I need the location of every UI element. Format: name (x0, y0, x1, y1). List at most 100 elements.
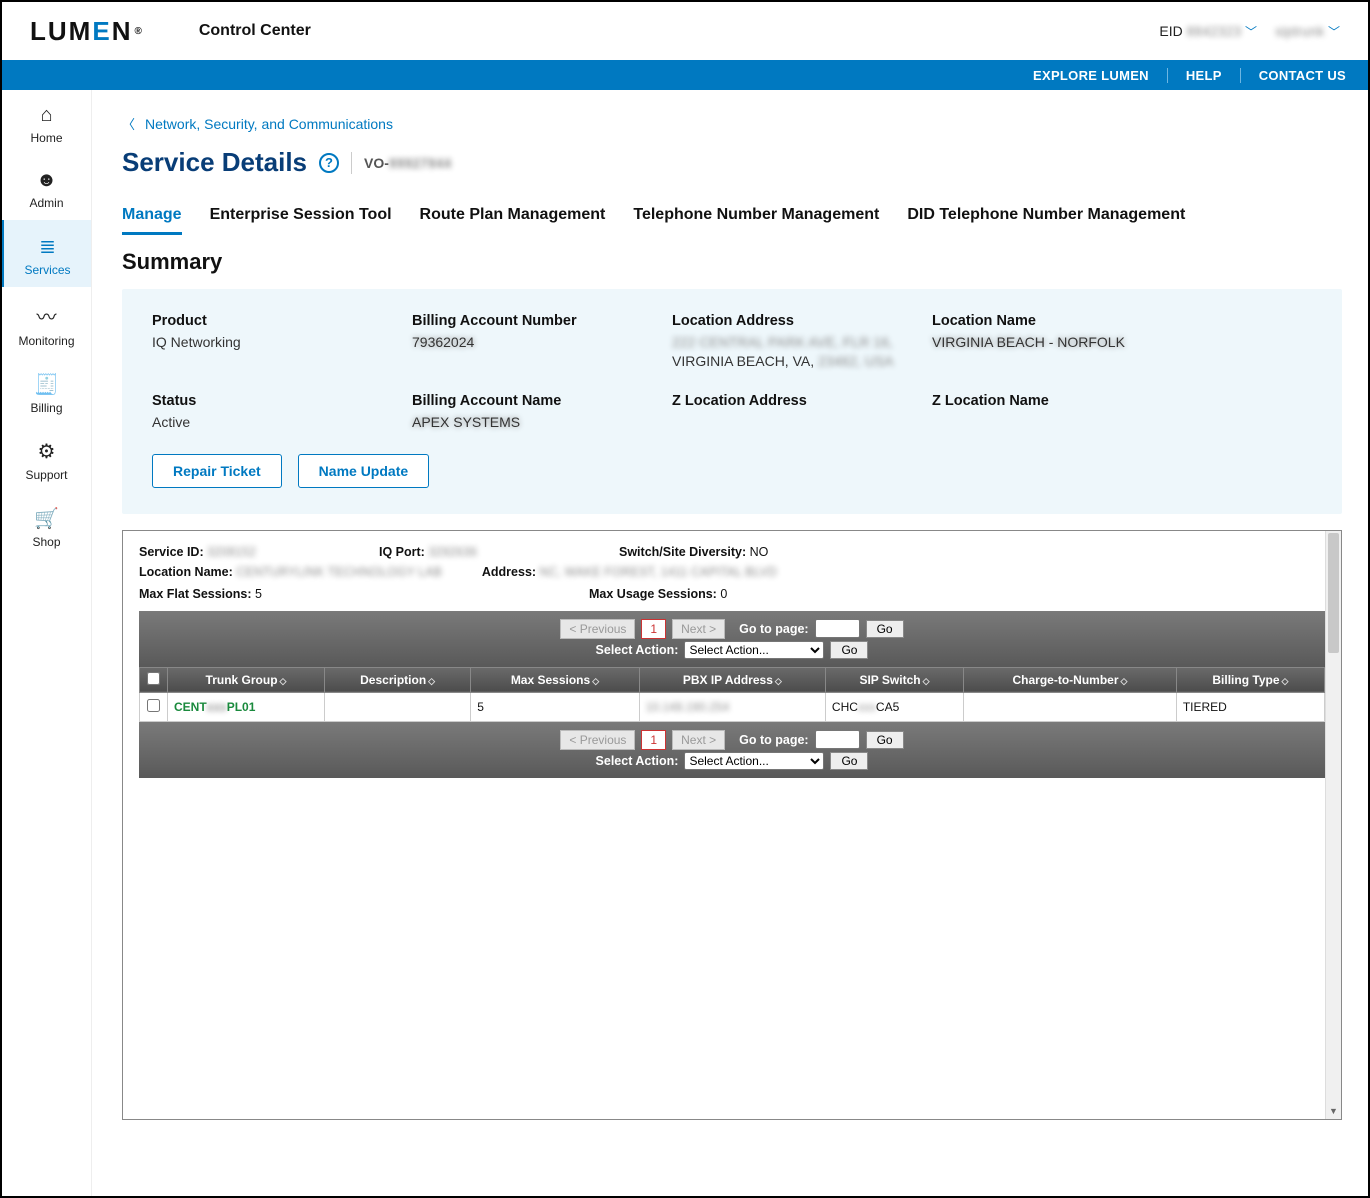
product-name: Control Center (199, 22, 311, 40)
eid-block[interactable]: EID 8842323 ﹀ (1159, 23, 1257, 40)
breadcrumb[interactable]: 〈 Network, Security, and Communications (122, 114, 1342, 133)
meta-service-id: Service ID: 3208152 (139, 545, 339, 559)
contact-link[interactable]: CONTACT US (1259, 68, 1346, 83)
summary-location-address: Location Address 222 CENTRAL PARK AVE, F… (672, 313, 922, 371)
label: Z Location Name (932, 393, 1312, 409)
label: Location Name (932, 313, 1312, 329)
cell-charge-to-number (964, 692, 1177, 721)
col-pbx-ip-address[interactable]: PBX IP Address◇ (639, 667, 825, 692)
next-button[interactable]: Next > (672, 730, 725, 750)
section-title: Summary (122, 249, 1342, 275)
trunk-group-link[interactable]: CENTxxxPL01 (174, 700, 255, 714)
tab-did-telephone-number-management[interactable]: DID Telephone Number Management (907, 206, 1185, 235)
col-description[interactable]: Description◇ (324, 667, 470, 692)
tab-route-plan-management[interactable]: Route Plan Management (420, 206, 606, 235)
value-line2: VIRGINIA BEACH, VA, 23462, USA (672, 353, 894, 369)
home-icon: ⌂ (6, 104, 87, 127)
label: Billing Account Number (412, 313, 662, 329)
monitoring-icon: 〰 (6, 301, 87, 330)
tab-telephone-number-management[interactable]: Telephone Number Management (633, 206, 879, 235)
tab-manage[interactable]: Manage (122, 206, 182, 235)
select-action-label: Select Action: (596, 643, 679, 657)
sidebar-item-services[interactable]: ≣Services (1, 220, 91, 287)
col-charge-to-number[interactable]: Charge-to-Number◇ (964, 667, 1177, 692)
pager-top: < Previous 1 Next > Go to page: Go Selec… (139, 611, 1325, 667)
prev-button[interactable]: < Previous (560, 619, 635, 639)
divider (1240, 68, 1241, 83)
scroll-down-icon[interactable]: ▼ (1326, 1103, 1341, 1119)
help-link[interactable]: HELP (1186, 68, 1222, 83)
goto-label: Go to page: (739, 733, 808, 747)
meta-max-usage: Max Usage Sessions: 0 (589, 587, 789, 601)
label: Billing Account Name (412, 393, 662, 409)
sidebar-item-home[interactable]: ⌂ Home (2, 90, 91, 155)
header-right: EID 8842323 ﹀ siptrunk ﹀ (1159, 23, 1340, 40)
top-bar: LUMEN® Control Center EID 8842323 ﹀ sipt… (2, 2, 1368, 60)
sidebar-item-label: Admin (29, 196, 63, 210)
col-sip-switch[interactable]: SIP Switch◇ (825, 667, 963, 692)
action-go-button[interactable]: Go (830, 641, 868, 659)
sidebar-item-billing[interactable]: 🧾Billing (2, 358, 91, 425)
sidebar-item-support[interactable]: ⚙Support (2, 425, 91, 492)
value: Active (152, 413, 402, 432)
trunk-group-table: Trunk Group◇Description◇Max Sessions◇PBX… (139, 667, 1325, 722)
go-button[interactable]: Go (866, 620, 904, 638)
col-max-sessions[interactable]: Max Sessions◇ (471, 667, 639, 692)
go-button[interactable]: Go (866, 731, 904, 749)
sidebar-item-label: Billing (30, 401, 62, 415)
goto-label: Go to page: (739, 622, 808, 636)
tab-enterprise-session-tool[interactable]: Enterprise Session Tool (210, 206, 392, 235)
select-action-dropdown[interactable]: Select Action... (684, 641, 824, 659)
meta-address: Address: NC, WAKE FOREST, 1411 CAPITAL B… (482, 565, 782, 579)
goto-input[interactable] (815, 619, 860, 638)
label: Z Location Address (672, 393, 922, 409)
main-content: 〈 Network, Security, and Communications … (92, 90, 1368, 1196)
col-billing-type[interactable]: Billing Type◇ (1176, 667, 1324, 692)
summary-panel: Product IQ Networking Billing Account Nu… (122, 289, 1342, 514)
chevron-down-icon: ﹀ (1245, 25, 1257, 39)
sidebar-item-label: Shop (32, 535, 60, 549)
sidebar-item-shop[interactable]: 🛒Shop (2, 492, 91, 559)
divider (351, 152, 352, 174)
summary-status: Status Active (152, 393, 402, 432)
prev-button[interactable]: < Previous (560, 730, 635, 750)
value-line1: 222 CENTRAL PARK AVE, FLR 16, (672, 334, 893, 350)
divider (1167, 68, 1168, 83)
sidebar-item-label: Services (24, 263, 70, 277)
summary-ban: Billing Account Number 79362024 (412, 313, 662, 371)
help-icon[interactable]: ? (319, 153, 339, 173)
sidebar-item-admin[interactable]: ☻Admin (2, 155, 91, 220)
meta-max-flat: Max Flat Sessions: 5 (139, 587, 549, 601)
page-title-row: Service Details ? VO-99927944 (122, 147, 1342, 178)
scrollbar[interactable]: ▲ ▼ (1325, 531, 1341, 1119)
row-checkbox[interactable] (147, 699, 160, 712)
repair-ticket-button[interactable]: Repair Ticket (152, 454, 282, 488)
meta-iq-port: IQ Port: 3292636 (379, 545, 579, 559)
meta-switch-diversity: Switch/Site Diversity: NO (619, 545, 819, 559)
cell-sip-switch: CHCxxxCA5 (825, 692, 963, 721)
sidebar-item-label: Home (30, 131, 62, 145)
select-action-label: Select Action: (596, 754, 679, 768)
chevron-down-icon: ﹀ (1328, 25, 1340, 39)
col-trunk-group[interactable]: Trunk Group◇ (168, 667, 325, 692)
value: VIRGINIA BEACH - NORFOLK (932, 333, 1312, 352)
vo-id: VO-99927944 (364, 155, 451, 171)
sidebar-item-monitoring[interactable]: 〰Monitoring (2, 287, 91, 358)
select-action-dropdown[interactable]: Select Action... (684, 752, 824, 770)
utility-bar: EXPLORE LUMEN HELP CONTACT US (2, 60, 1368, 90)
summary-product: Product IQ Networking (152, 313, 402, 371)
goto-input[interactable] (815, 730, 860, 749)
scroll-thumb[interactable] (1328, 533, 1339, 653)
explore-link[interactable]: EXPLORE LUMEN (1033, 68, 1149, 83)
sidebar-item-label: Support (25, 468, 67, 482)
vo-value: 99927944 (389, 155, 451, 171)
app-window: LUMEN® Control Center EID 8842323 ﹀ sipt… (0, 0, 1370, 1198)
next-button[interactable]: Next > (672, 619, 725, 639)
action-go-button[interactable]: Go (830, 752, 868, 770)
page-1-button[interactable]: 1 (641, 619, 666, 639)
page-1-button[interactable]: 1 (641, 730, 666, 750)
select-all-checkbox[interactable] (147, 672, 160, 685)
value: IQ Networking (152, 333, 402, 352)
name-update-button[interactable]: Name Update (298, 454, 429, 488)
user-menu[interactable]: siptrunk ﹀ (1275, 23, 1340, 40)
